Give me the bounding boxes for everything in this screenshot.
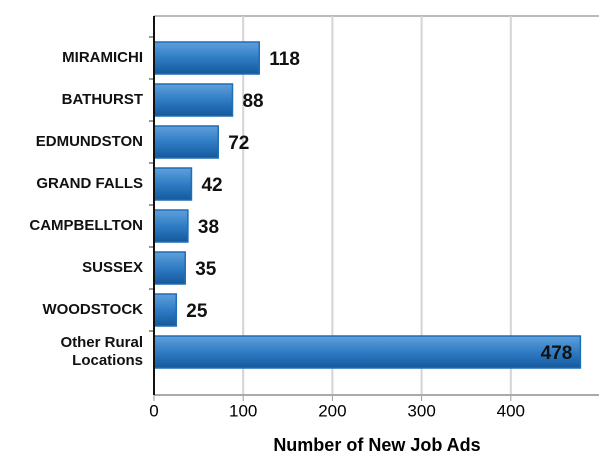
x-tick-label: 400	[497, 401, 525, 420]
bar	[153, 125, 219, 159]
value-label: 42	[201, 175, 222, 196]
value-label: 35	[195, 259, 217, 280]
y-tick-label: BATHURST	[61, 91, 143, 108]
bar	[153, 83, 234, 117]
x-tick-label: 200	[318, 401, 346, 420]
value-label: 72	[228, 133, 249, 154]
value-label: 478	[541, 343, 573, 364]
x-tick-label: 100	[229, 401, 257, 420]
y-tick-label: MIRAMICHI	[62, 49, 143, 66]
x-tick-label: 0	[149, 401, 158, 420]
bar	[153, 335, 582, 369]
x-axis-title: Number of New Job Ads	[273, 435, 480, 452]
y-tick-label: WOODSTOCK	[42, 301, 143, 318]
bar	[153, 209, 189, 243]
bar	[153, 167, 193, 201]
y-tick-label: EDMUNDSTON	[35, 133, 143, 150]
y-tick-label: GRAND FALLS	[36, 175, 143, 192]
bar	[153, 293, 178, 327]
y-tick-label: Other Rural Locations	[60, 334, 143, 369]
value-label: 38	[198, 217, 219, 238]
y-tick-label: SUSSEX	[82, 259, 143, 276]
value-label: 118	[269, 49, 300, 70]
value-label: 25	[186, 301, 208, 322]
bar	[153, 251, 186, 285]
bar	[153, 41, 261, 75]
x-tick-label: 300	[407, 401, 435, 420]
y-tick-label: CAMPBELLTON	[29, 217, 143, 234]
value-label: 88	[242, 91, 263, 112]
